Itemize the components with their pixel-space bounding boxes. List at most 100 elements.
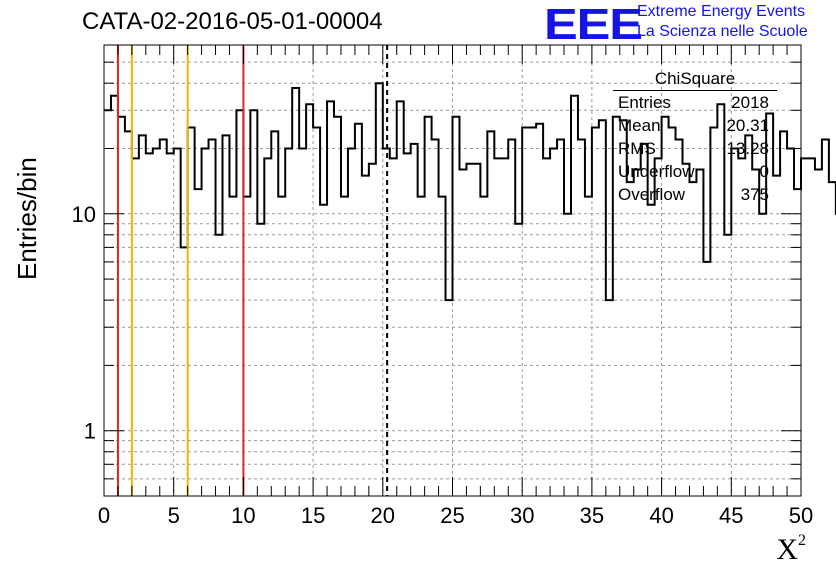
histogram-bin [822, 140, 829, 496]
histogram-bin [181, 247, 188, 496]
histogram-bin [111, 96, 118, 496]
stats-value: 20.31 [726, 116, 769, 135]
x-tick-label: 40 [649, 503, 673, 528]
histogram-bin [522, 127, 529, 496]
histogram-bin [348, 148, 355, 496]
histogram-bin [696, 170, 703, 496]
histogram-bin [125, 131, 132, 496]
histogram-bin [320, 205, 327, 496]
histogram-bin [104, 110, 111, 496]
histogram-bin [808, 158, 815, 496]
histogram-bin [738, 158, 745, 496]
x-tick-label: 20 [371, 503, 395, 528]
stats-key: Entries [618, 93, 671, 112]
histogram-bin [459, 170, 466, 496]
histogram-bin [369, 164, 376, 496]
histogram-bin [306, 104, 313, 496]
histogram-bin [139, 135, 146, 496]
stats-row-overflow: Overflow 375 [607, 183, 777, 206]
histogram-bin [167, 153, 174, 496]
histogram-bin [829, 182, 836, 496]
stats-box: ChiSquare Entries 2018 Mean 20.31 RMS 13.28… [607, 68, 777, 206]
histogram-bin [550, 148, 557, 496]
eee-logo-mark: EEE [544, 0, 643, 49]
histogram-bin [202, 148, 209, 496]
histogram-bin [418, 197, 425, 496]
histogram-bin [397, 101, 404, 496]
histogram-bin [257, 224, 264, 496]
stats-value: 2018 [731, 93, 769, 112]
x-tick-label: 45 [719, 503, 743, 528]
histogram-bin [376, 83, 383, 496]
histogram-bin [529, 127, 536, 496]
x-tick-label: 5 [168, 503, 180, 528]
histogram-bin [648, 205, 655, 496]
histogram-bin [446, 300, 453, 496]
histogram-bin [515, 224, 522, 496]
histogram-bin [815, 170, 822, 496]
histogram-bin [787, 148, 794, 496]
histogram-bin [599, 120, 606, 496]
histogram-bin [627, 182, 634, 496]
x-tick-label: 35 [580, 503, 604, 528]
chart-axes: 0 5 10 15 20 25 30 35 40 45 50 1 10 [72, 44, 813, 528]
histogram-bin [209, 140, 216, 496]
stats-row-rms: RMS 13.28 [607, 137, 777, 160]
histogram-bin [236, 110, 243, 496]
x-tick-label: 50 [789, 503, 813, 528]
stats-key: Mean [618, 116, 661, 135]
histogram-bin [355, 124, 362, 496]
histogram-bin [174, 148, 181, 496]
eee-logo: EEE Extreme Energy Events La Scienza nel… [540, 0, 836, 50]
y-axis-label-text: Entries/bin [12, 157, 42, 280]
y-tick-label: 1 [84, 419, 96, 444]
histogram-bin [724, 235, 731, 496]
histogram-bin [578, 140, 585, 496]
histogram-bin [689, 182, 696, 496]
stats-value: 375 [740, 185, 769, 204]
histogram-bin [327, 101, 334, 496]
logo-text-line2: La Scienza nelle Scuole [637, 23, 808, 40]
histogram-bin [585, 197, 592, 496]
histogram-bin [453, 117, 460, 496]
marker-lines [116, 45, 389, 496]
histogram-bin [229, 197, 236, 496]
histogram-bin [160, 140, 167, 496]
histogram-bin [592, 127, 599, 496]
logo-text-line1: Extreme Energy Events [637, 3, 806, 20]
histogram-bin [425, 117, 432, 496]
histogram-bin [264, 158, 271, 496]
stats-value: 0 [759, 162, 769, 181]
histogram-bin [216, 235, 223, 496]
stats-row-underflow: Underflow 0 [607, 160, 777, 183]
histogram-bin [557, 140, 564, 496]
histogram-bin [759, 214, 766, 496]
histogram-bin [146, 153, 153, 496]
histogram-bin [494, 158, 501, 496]
histogram-bin [153, 148, 160, 496]
x-axis-label-superscript: 2 [798, 532, 806, 549]
x-tick-label: 25 [440, 503, 464, 528]
histogram-bin [132, 158, 139, 496]
histogram-bin [571, 96, 578, 496]
stats-key: RMS [618, 139, 656, 158]
histogram-bin [634, 170, 641, 496]
histogram-bin [271, 131, 278, 496]
histogram-bin [299, 148, 306, 496]
histogram-bin [195, 189, 202, 496]
histogram-bin [278, 197, 285, 496]
x-axis-label: X2 [776, 532, 806, 567]
histogram-bin [773, 176, 780, 496]
histogram-bin [752, 170, 759, 496]
histogram-bin [508, 140, 515, 496]
stats-title: ChiSquare [613, 68, 777, 91]
histogram-bin [432, 140, 439, 496]
histogram-bin [655, 158, 662, 496]
stats-row-mean: Mean 20.31 [607, 114, 777, 137]
histogram-bin [543, 158, 550, 496]
histogram-bin [801, 158, 808, 496]
histogram-bin [334, 117, 341, 496]
histogram-bin [466, 164, 473, 496]
stats-key: Overflow [618, 185, 686, 204]
